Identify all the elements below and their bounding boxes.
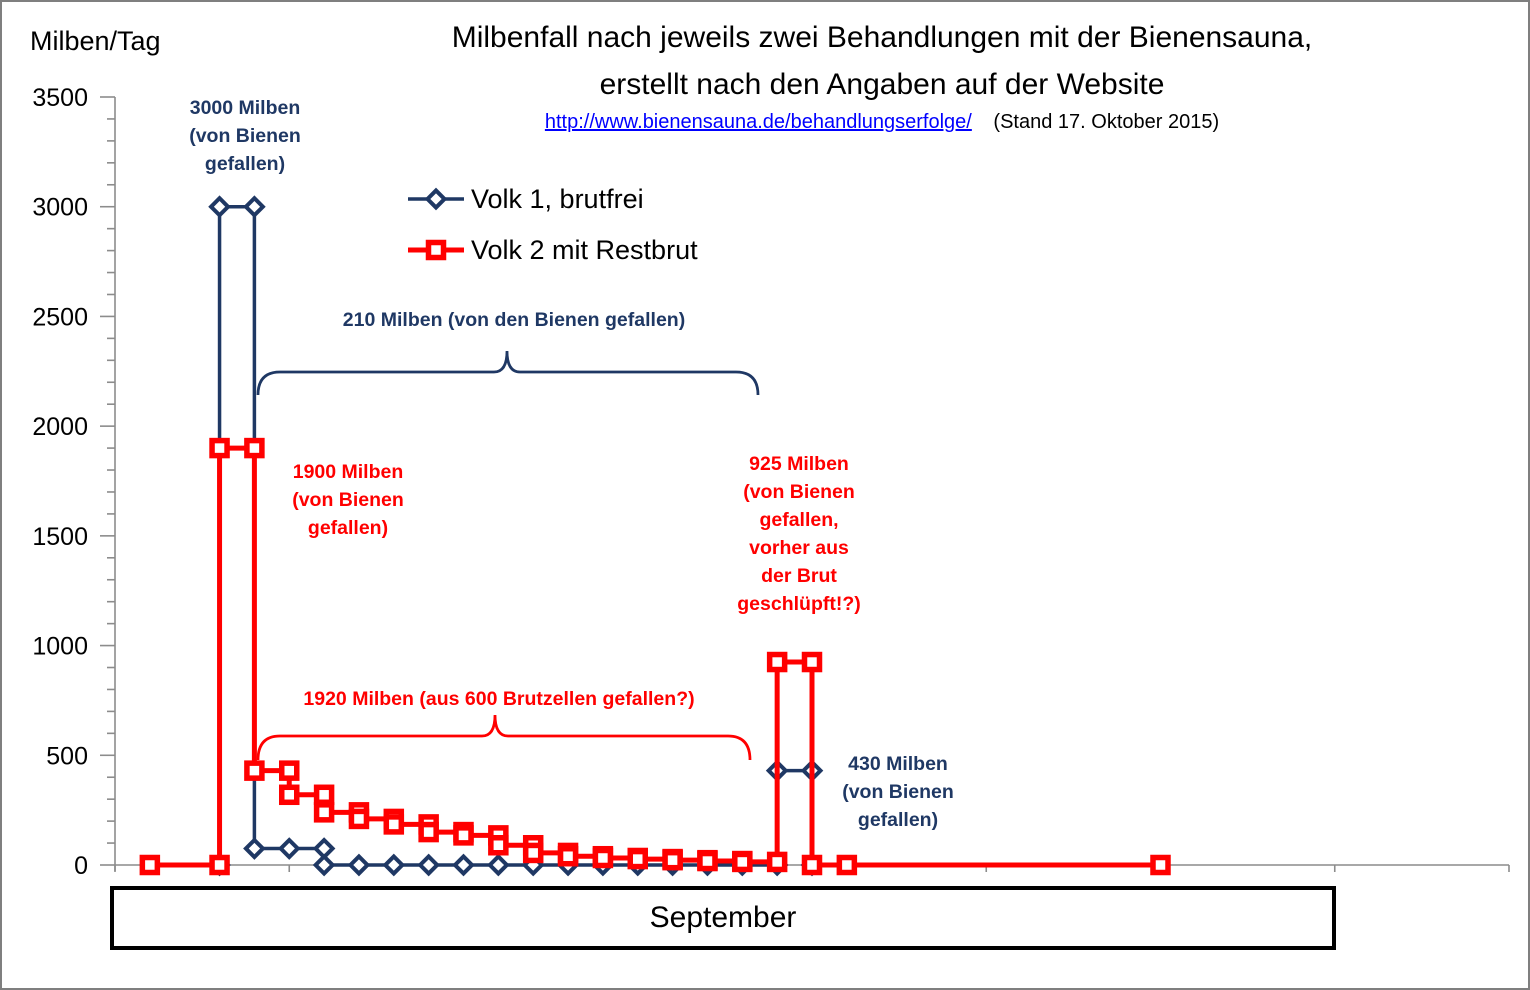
volk1-marker	[382, 853, 406, 877]
volk2-marker	[732, 851, 753, 873]
volk2-marker	[279, 760, 300, 781]
volk2-marker-swatch	[408, 239, 464, 261]
y-tick-label: 2500	[32, 303, 88, 331]
volk2-marker	[425, 239, 447, 261]
volk1-marker	[347, 853, 371, 877]
volk2-marker	[348, 808, 370, 830]
volk1-marker	[487, 853, 510, 877]
volk1-marker	[312, 837, 336, 860]
source-line: http://www.bienensauna.de/behandlungserf…	[302, 109, 1462, 135]
volk1-marker	[208, 195, 231, 219]
volk2-marker	[766, 851, 788, 873]
volk2-marker	[244, 760, 265, 781]
annotation-1920-milben: 1920 Milben (aus 600 Brutzellen gefallen…	[303, 688, 695, 710]
brace-210-milben	[256, 350, 760, 396]
y-tick-label: 1000	[32, 633, 88, 661]
y-tick-label: 0	[74, 852, 88, 880]
annotation-210-milben: 210 Milben (von den Bienen gefallen)	[342, 309, 686, 331]
legend-label-volk1: Volk 1, brutfrei	[471, 183, 644, 214]
volk1-marker-swatch	[408, 187, 464, 211]
annotation-1900-milben: 1900 Milben (von Bienen gefallen)	[292, 461, 404, 539]
volk2-marker	[801, 854, 823, 876]
legend-item-volk2: Volk 2 mit Restbrut	[406, 227, 698, 273]
volk1-marker	[424, 187, 448, 211]
month-label: September	[649, 901, 797, 934]
legend-item-volk1: Volk 1, brutfrei	[406, 176, 698, 222]
volk1-marker	[417, 853, 440, 877]
volk2-marker	[383, 814, 405, 835]
volk2-marker	[836, 854, 858, 876]
volk2-marker	[627, 848, 648, 870]
legend-label-volk2: Volk 2 mit Restbrut	[471, 234, 698, 265]
volk2-marker	[139, 854, 161, 876]
source-link[interactable]: http://www.bienensauna.de/behandlungserf…	[544, 111, 972, 133]
y-tick-label: 3000	[32, 194, 88, 222]
volk2-marker	[488, 835, 509, 856]
volk2-marker	[313, 784, 335, 806]
volk2-marker	[1150, 854, 1171, 876]
annotation-925-milben: 925 Milben (von Bienen gefallen, vorher …	[737, 453, 861, 615]
volk2-marker	[697, 850, 718, 872]
volk1-marker	[243, 195, 266, 219]
volk2-marker	[766, 651, 788, 673]
legend: Volk 1, brutfrei Volk 2 mit Restbrut	[406, 176, 698, 278]
volk2-marker	[209, 854, 230, 876]
y-tick-label: 500	[46, 742, 88, 770]
volk2-marker	[522, 842, 544, 864]
title-line-1: Milbenfall nach jeweils zwei Behandlunge…	[451, 21, 1313, 54]
volk2-marker	[209, 437, 230, 459]
volk2-marker	[557, 845, 579, 867]
annotation-3000-milben: 3000 Milben (von Bienen gefallen)	[189, 97, 301, 175]
x-axis-month-box: September	[110, 886, 1336, 950]
volk2-marker	[801, 651, 823, 673]
chart-title: Milbenfall nach jeweils zwei Behandlunge…	[302, 14, 1462, 135]
stand-note: (Stand 17. Oktober 2015)	[993, 111, 1220, 133]
volk2-marker	[592, 847, 614, 869]
volk2-marker	[313, 802, 335, 823]
volk1-marker	[277, 837, 301, 860]
title-line-2: erstellt nach den Angaben auf der Websit…	[599, 68, 1165, 101]
volk2-marker	[244, 437, 265, 459]
annotation-430-milben: 430 Milben (von Bienen gefallen)	[842, 753, 954, 831]
volk2-marker	[279, 784, 300, 806]
volk2-marker	[453, 825, 474, 846]
y-tick-label: 3500	[32, 84, 88, 112]
volk1-marker	[243, 837, 266, 860]
y-tick-label: 2000	[32, 413, 88, 441]
volk1-marker	[452, 853, 475, 877]
volk2-marker	[662, 849, 683, 871]
y-axis-unit-label: Milben/Tag	[30, 26, 161, 56]
volk1-marker	[312, 853, 336, 877]
volk2-marker	[418, 821, 439, 843]
brace-1920-milben	[256, 714, 752, 761]
y-tick-label: 1500	[32, 523, 88, 551]
